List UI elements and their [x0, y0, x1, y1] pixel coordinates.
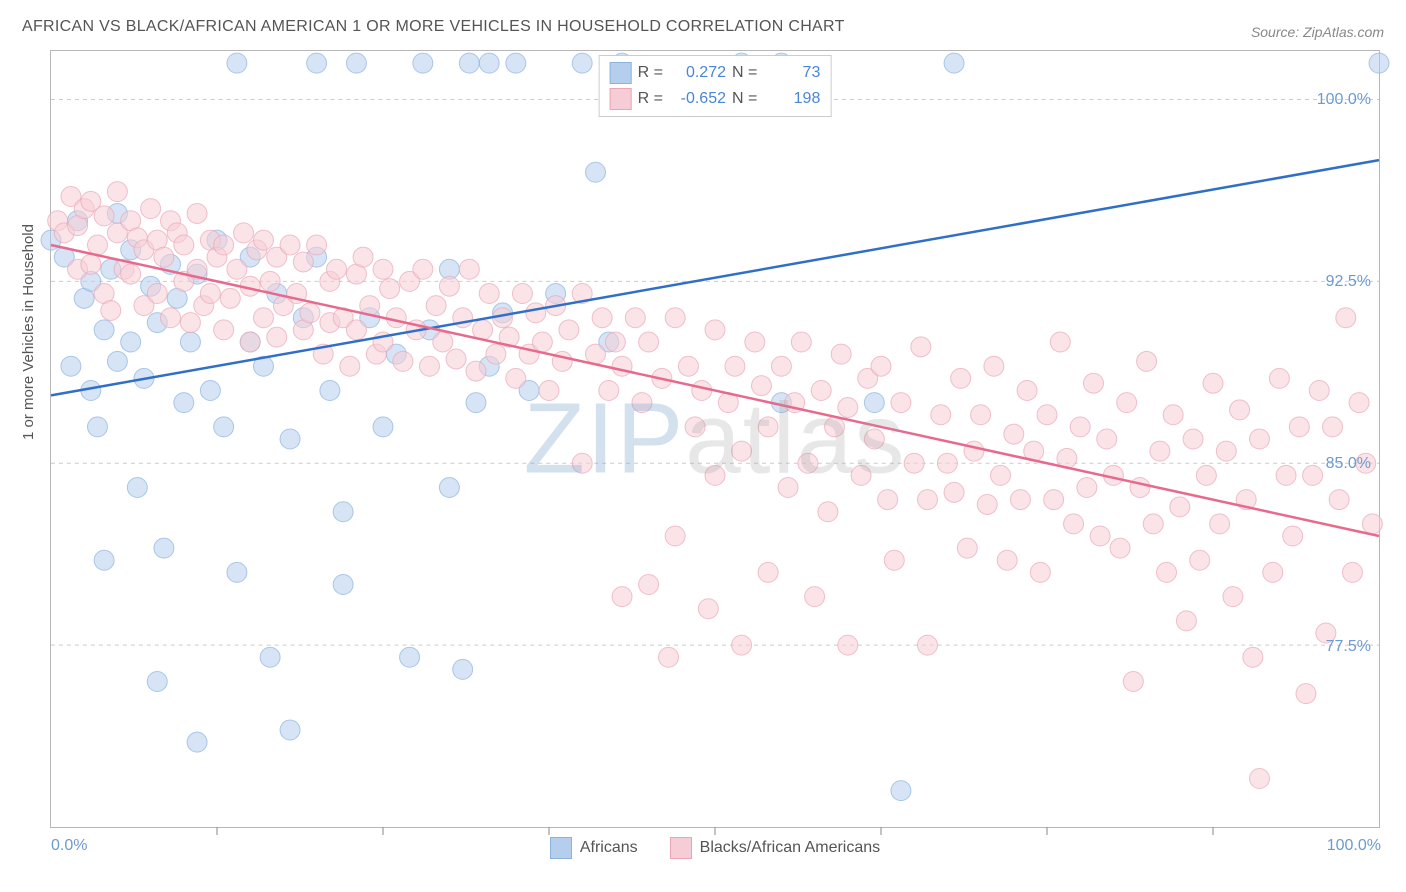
series-name-2: Blacks/African Americans: [700, 839, 881, 857]
series-legend: Africans Blacks/African Americans: [51, 837, 1379, 859]
n-value-series-1: 73: [765, 64, 820, 82]
r-value-series-2: -0.652: [671, 90, 726, 108]
y-tick-label: 92.5%: [1326, 273, 1371, 291]
correlation-legend-row-2: R = -0.652 N = 198: [610, 86, 821, 112]
source-attribution: Source: ZipAtlas.com: [1251, 24, 1384, 40]
chart-svg: [51, 51, 1379, 827]
y-tick-label: 100.0%: [1317, 91, 1371, 109]
series-legend-item-1: Africans: [550, 837, 638, 859]
n-label: N =: [732, 64, 757, 82]
correlation-legend: R = 0.272 N = 73 R = -0.652 N = 198: [599, 55, 832, 117]
chart-title: AFRICAN VS BLACK/AFRICAN AMERICAN 1 OR M…: [22, 18, 845, 36]
series-name-1: Africans: [580, 839, 638, 857]
legend-swatch-series-2: [610, 88, 632, 110]
correlation-legend-row-1: R = 0.272 N = 73: [610, 60, 821, 86]
n-value-series-2: 198: [765, 90, 820, 108]
y-axis-label: 1 or more Vehicles in Household: [20, 224, 37, 440]
n-label: N =: [732, 90, 757, 108]
r-label: R =: [638, 64, 663, 82]
legend-swatch-series-1: [550, 837, 572, 859]
r-value-series-1: 0.272: [671, 64, 726, 82]
legend-swatch-series-2: [670, 837, 692, 859]
series-legend-item-2: Blacks/African Americans: [670, 837, 881, 859]
legend-swatch-series-1: [610, 62, 632, 84]
plot-area: ZIPatlas R = 0.272 N = 73 R = -0.652 N =…: [50, 50, 1380, 828]
y-tick-label: 85.0%: [1326, 455, 1371, 473]
y-tick-label: 77.5%: [1326, 638, 1371, 656]
r-label: R =: [638, 90, 663, 108]
